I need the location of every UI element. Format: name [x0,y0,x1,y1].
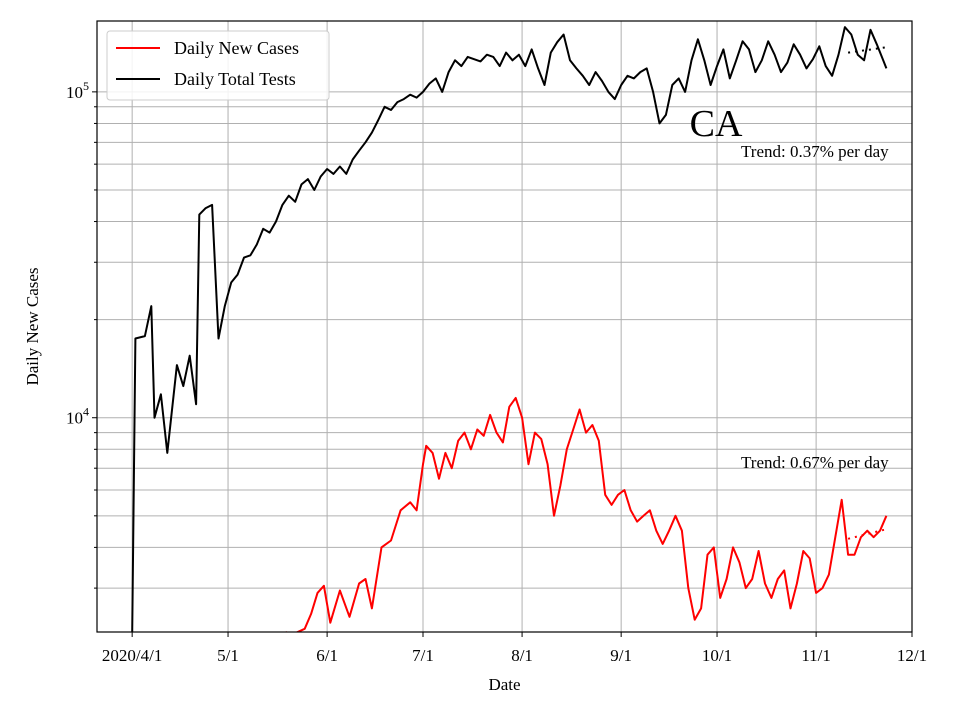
x-tick-label: 8/1 [511,646,533,665]
x-tick-label: 11/1 [801,646,831,665]
y-ticks: 104 105 [66,79,97,589]
legend-box [106,30,330,101]
legend-label-tests: Daily Total Tests [174,69,296,89]
x-tick-label: 9/1 [610,646,632,665]
series-line-daily-total-tests [131,26,888,632]
state-annotation: CA [690,103,743,145]
x-tick-label: 7/1 [412,646,434,665]
cases-trend-annotation: Trend: 0.67% per day [741,453,889,472]
x-tick-label: 12/1 [897,646,927,665]
plot-series [131,26,888,632]
series-container [131,26,888,632]
tests-trend-annotation: Trend: 0.37% per day [741,142,889,161]
x-axis-label: Date [488,675,520,694]
x-tick-label: 10/1 [702,646,732,665]
y-axis-label: Daily New Cases [23,267,42,385]
grid-lines [97,21,913,632]
x-tick-label: 2020/4/1 [102,646,162,665]
y-tick-label: 104 [66,405,89,428]
x-ticks: 2020/4/1 5/1 6/1 7/1 8/1 9/1 10/1 11/1 12/1 [102,632,927,665]
x-tick-label: 5/1 [217,646,239,665]
axes-frame [96,20,913,633]
series-line-daily-new-cases [285,396,888,632]
y-tick-label: 105 [66,79,89,102]
legend: Daily New Cases Daily Total Tests [106,30,330,101]
legend-label-cases: Daily New Cases [174,38,299,58]
x-tick-label: 6/1 [316,646,338,665]
